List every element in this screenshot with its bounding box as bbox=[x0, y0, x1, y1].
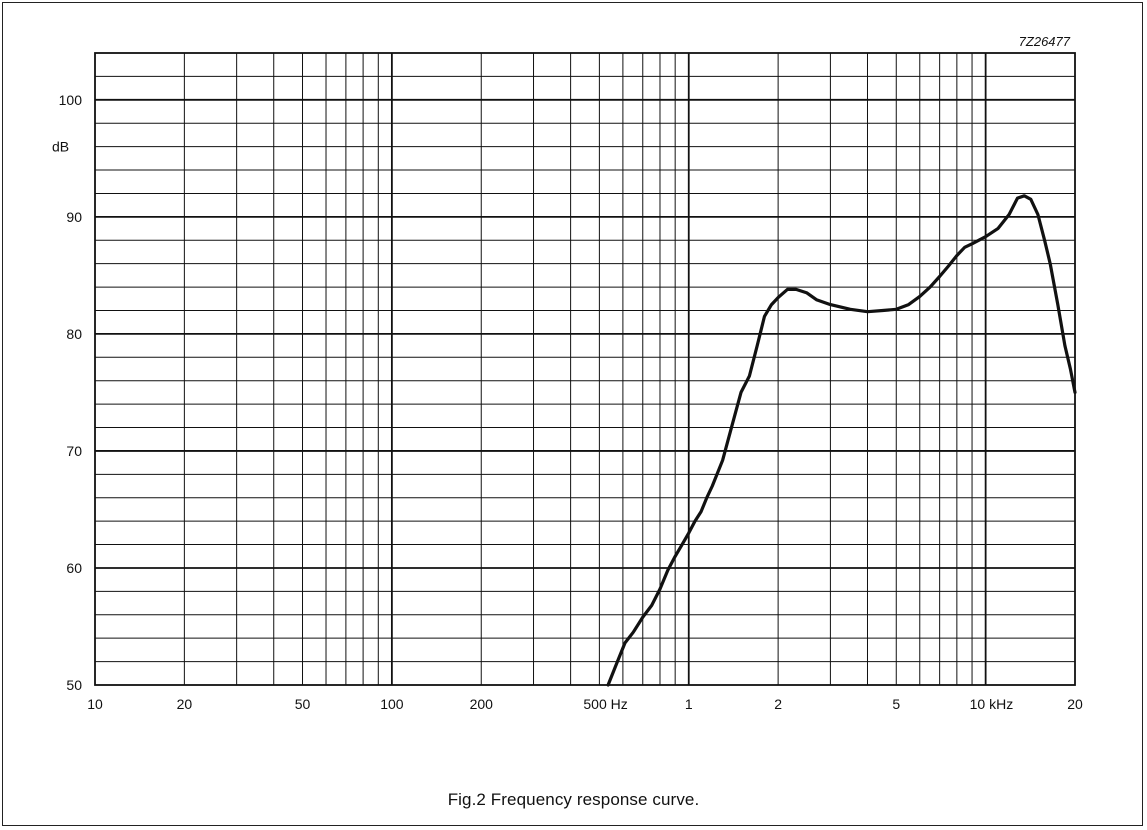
x-tick-label: 10 bbox=[87, 696, 103, 712]
x-tick-label: 10 kHz bbox=[970, 696, 1014, 712]
y-tick-label: 90 bbox=[66, 209, 82, 225]
x-tick-label: 200 bbox=[470, 696, 494, 712]
y-tick-label: 80 bbox=[66, 326, 82, 342]
x-tick-label: 2 bbox=[774, 696, 782, 712]
minor-grid bbox=[95, 53, 1075, 685]
y-tick-label: 100 bbox=[59, 92, 83, 108]
x-axis-tick-labels: 10 20 50 100 200 500 Hz 1 2 5 10 kHz 20 bbox=[87, 696, 1083, 712]
y-axis-label: dB bbox=[52, 139, 69, 155]
x-tick-label: 100 bbox=[380, 696, 404, 712]
x-tick-label: 5 bbox=[892, 696, 900, 712]
y-tick-label: 60 bbox=[66, 560, 82, 576]
frequency-response-chart: 10 20 50 100 200 500 Hz 1 2 5 10 kHz 20 50 60 70 80 90… bbox=[52, 34, 1083, 712]
figure-code: 7Z26477 bbox=[1019, 34, 1071, 49]
figure-caption: Fig.2 Frequency response curve. bbox=[447, 790, 700, 809]
x-tick-label: 20 bbox=[1067, 696, 1083, 712]
y-tick-label: 70 bbox=[66, 443, 82, 459]
x-tick-label: 50 bbox=[295, 696, 311, 712]
x-tick-label: 500 Hz bbox=[583, 696, 627, 712]
major-grid bbox=[95, 53, 1075, 685]
y-axis-tick-labels: 50 60 70 80 90 100 bbox=[59, 92, 83, 693]
plot-border bbox=[94, 52, 1076, 686]
series-response-curve bbox=[606, 194, 1077, 687]
x-tick-label: 20 bbox=[177, 696, 193, 712]
y-tick-label: 50 bbox=[66, 677, 82, 693]
x-tick-label: 1 bbox=[685, 696, 693, 712]
